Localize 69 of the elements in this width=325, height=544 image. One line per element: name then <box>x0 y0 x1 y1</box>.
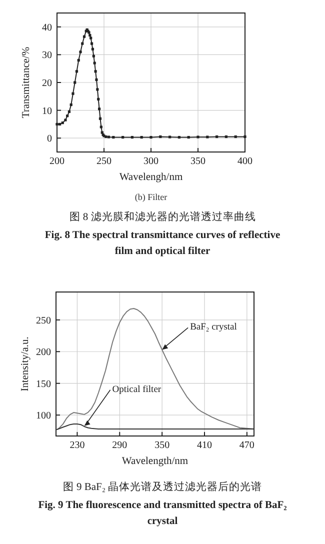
point <box>94 70 97 73</box>
y-tick-label: 150 <box>36 378 51 390</box>
x-axis-title: Wavelengh/nm <box>119 172 183 183</box>
x-tick-label: 400 <box>238 156 252 167</box>
point <box>178 136 180 139</box>
point <box>74 81 76 84</box>
x-tick-label: 470 <box>239 440 254 451</box>
caption: Fig. 8 The spectral transmittance curves of reflective film and optical filter <box>44 229 282 259</box>
point <box>187 136 190 139</box>
point <box>95 78 98 82</box>
point <box>81 42 84 45</box>
annotation: BaF₂ crystal <box>190 322 238 333</box>
x-tick-label: 350 <box>190 156 206 167</box>
x-tick-label: 200 <box>50 156 64 167</box>
annotation: Optical filter <box>112 384 162 395</box>
y-tick-label: 100 <box>36 410 51 422</box>
x-tick-label: 410 <box>197 440 212 451</box>
point <box>91 48 94 50</box>
point <box>112 136 115 139</box>
point <box>100 126 102 128</box>
point <box>98 108 101 110</box>
point <box>92 54 95 58</box>
x-tick-label: 230 <box>70 440 85 451</box>
point <box>216 135 218 138</box>
point <box>79 50 82 54</box>
text: (b) Filter <box>134 192 168 202</box>
point <box>107 136 110 138</box>
point <box>77 58 80 62</box>
y-tick-label: 20 <box>42 78 52 89</box>
point <box>90 42 94 45</box>
point <box>72 92 74 95</box>
caption: 图 9 BaF₂ 晶体光谱及透过滤光器后的光谱 <box>62 480 264 495</box>
point <box>64 118 67 122</box>
point <box>90 36 92 40</box>
y-tick-label: 30 <box>42 50 52 62</box>
y-tick-label: 10 <box>42 106 52 117</box>
x-tick-label: 250 <box>96 156 112 167</box>
y-tick-label: 40 <box>42 22 52 34</box>
y-tick-label: 0 <box>47 134 52 145</box>
point <box>224 135 228 138</box>
point <box>122 136 124 139</box>
point <box>88 34 92 37</box>
point <box>100 131 104 134</box>
point <box>61 122 64 124</box>
y-axis-title: Transmittance/% <box>21 46 32 118</box>
point <box>82 35 86 38</box>
x-tick-label: 290 <box>112 440 128 451</box>
point <box>93 62 96 64</box>
point <box>70 103 72 106</box>
point <box>98 117 102 120</box>
point <box>58 122 62 126</box>
point <box>68 110 71 113</box>
point <box>97 98 100 100</box>
y-tick-label: 250 <box>36 315 51 326</box>
point <box>96 88 99 91</box>
caption: Fig. 9 The fluorescence and transmitted spectra of BaF₂ crystal <box>38 499 288 529</box>
y-axis-title: Intensity/a.u. <box>20 336 31 392</box>
point <box>234 135 237 138</box>
point <box>159 135 162 138</box>
x-tick-label: 350 <box>154 440 170 451</box>
point <box>150 136 152 139</box>
caption: 图 8 滤光膜和滤光器的光谱透过率曲线 <box>68 210 257 225</box>
point <box>130 136 134 139</box>
point <box>140 136 143 139</box>
x-axis-title: Wavelength/nm <box>122 456 188 467</box>
point <box>66 114 69 118</box>
y-tick-label: 200 <box>36 347 51 358</box>
point <box>75 70 78 73</box>
x-tick-label: 300 <box>144 156 158 167</box>
